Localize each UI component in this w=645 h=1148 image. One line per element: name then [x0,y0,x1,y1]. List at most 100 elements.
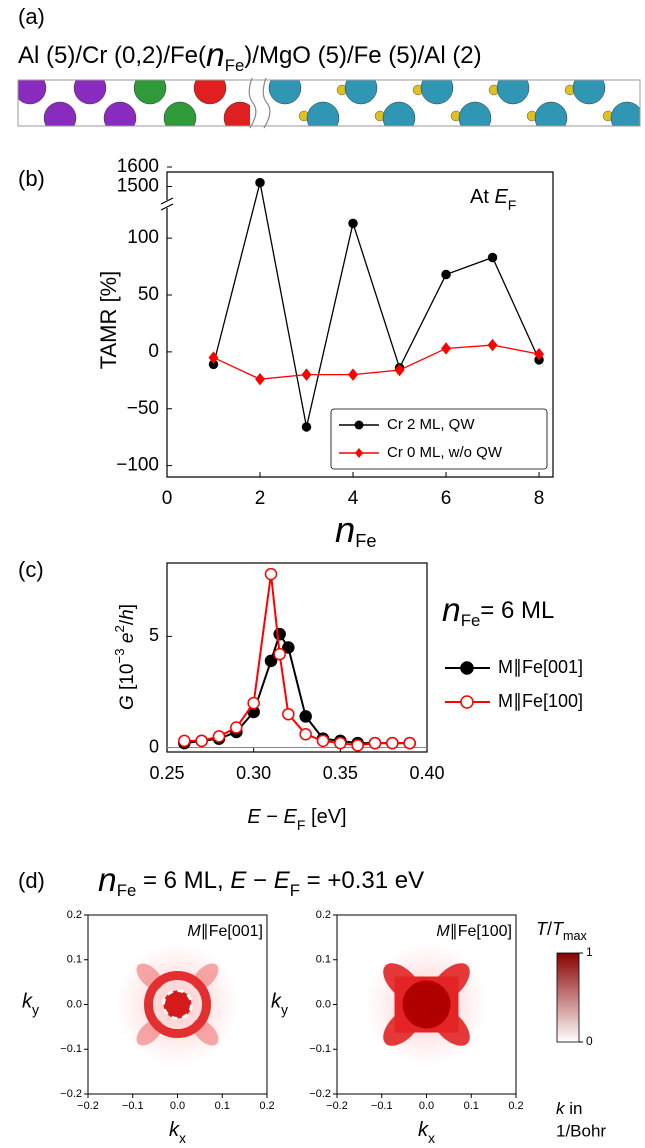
strip-break [250,80,266,126]
y-tick-label: −0.2 [309,1088,331,1100]
panel-title-part: M [187,923,201,940]
marker [394,363,405,377]
legend-marker [460,695,474,709]
heatmap-title: nFe = 6 ML, E − EF = +0.31 eV [98,862,424,900]
x-axis-label-part: n [335,509,355,550]
y-axis-label-part: −3 [112,648,127,663]
marker [351,739,364,752]
frame [166,562,428,753]
x-tick-label: 0.35 [323,763,358,783]
y-axis-label-part: G [117,695,138,710]
x-axis-label-part: [eV] [305,806,346,828]
marker [301,368,312,381]
atom [382,101,416,126]
panel-title-part: ∥Fe[100] [450,923,512,940]
y-tick-label: −50 [127,398,159,419]
marker [334,736,347,750]
atom [133,80,167,105]
annotation-part: Fe [461,611,481,630]
y-tick-label: 0.0 [316,998,331,1010]
marker [282,641,295,654]
x-tick-label: 0.1 [464,1100,479,1112]
x-tick-label: −0.2 [77,1100,99,1112]
panel-label: (d) [18,868,45,893]
x-axis-label: kx [169,1119,186,1145]
x-axis-label: nFe [335,509,376,551]
break-mark [248,77,271,129]
structure-title: Al (5)/Cr (0,2)/Fe(nFe)/MgO (5)/Fe (5)/A… [18,37,482,75]
x-tick-label: −0.1 [122,1100,144,1112]
x-tick-label: 0.1 [215,1100,230,1112]
heatmap-title-part: Fe [117,881,137,900]
atom [193,80,227,105]
legend-marker [460,661,474,675]
y-tick-label: 1600 [117,156,159,177]
structure-title-part: )/MgO (5)/Fe (5)/Al (2) [244,42,481,69]
marker [316,734,330,748]
colorbar-tick-label: 0 [586,1034,593,1048]
annotation-part: = 6 ML [480,597,554,624]
marker [178,734,191,748]
legend-label: M∥Fe[100] [498,691,583,711]
frame [166,171,554,478]
marker [255,372,265,386]
colorbar-label-part: T [552,919,565,939]
panel-label: (c) [18,557,44,582]
y-tick-label: 0.2 [67,909,82,921]
x-axis-label-part: E [284,806,298,828]
y-axis-label-part: k [22,991,33,1013]
y-axis-label-part: y [281,1001,288,1017]
x-axis-label: kx [418,1119,435,1145]
heatmap-title-part: E [274,867,291,894]
atom [496,80,530,105]
colorbar-label: T/Tmax [536,919,588,944]
atom-strip [18,80,645,126]
heatmap-title-part: F [290,881,300,900]
atom [306,101,340,126]
y-axis-label-part: y [32,1001,39,1017]
panel-title-part: ∥Fe[001] [201,923,263,940]
x-axis-label-part: x [179,1130,186,1146]
structure-title-part: Fe [225,56,245,75]
x-tick-label: 0.30 [236,763,271,783]
x-axis-label: E − EF [eV] [247,806,346,832]
y-axis-label-part: [10 [117,664,138,696]
structure-title-part: n [206,37,225,74]
atom [534,101,568,126]
series-line [213,344,540,380]
unit-note: k in [556,1099,582,1118]
legend-marker [354,420,364,430]
marker [212,730,226,743]
heatmap-title-part: E [230,867,247,894]
atom [641,85,645,95]
x-axis-label-part: − [261,806,284,828]
panel-label: (b) [18,166,45,191]
unit-note: 1/Bohr [556,1121,606,1140]
y-axis-label: ky [271,991,288,1017]
x-tick-label: 2 [255,488,266,509]
marker [247,696,260,710]
x-axis-label-part: F [297,817,306,833]
panel-label: (a) [18,4,45,29]
marker [282,707,295,721]
marker [534,347,545,361]
x-axis-label-part: k [418,1119,429,1141]
y-axis-label-part: / [117,619,138,625]
series-line [184,631,410,745]
x-tick-label: −0.2 [326,1100,348,1112]
annotation: At EF [470,186,516,212]
marker [368,736,382,750]
heatmap-title-part: − [246,867,273,894]
heatmap-ring [144,971,211,1038]
y-axis-label-part: h [117,609,138,620]
y-tick-label: 0.0 [67,998,82,1010]
x-tick-label: 0.2 [259,1100,274,1112]
y-tick-label: 5 [149,625,159,645]
annotation-part: E [494,186,508,208]
x-tick-label: 0.2 [508,1100,523,1112]
legend-label: Cr 0 ML, w/o QW [387,444,503,461]
atom [458,101,492,126]
series-line [212,182,540,428]
annotation-part: F [508,197,517,213]
